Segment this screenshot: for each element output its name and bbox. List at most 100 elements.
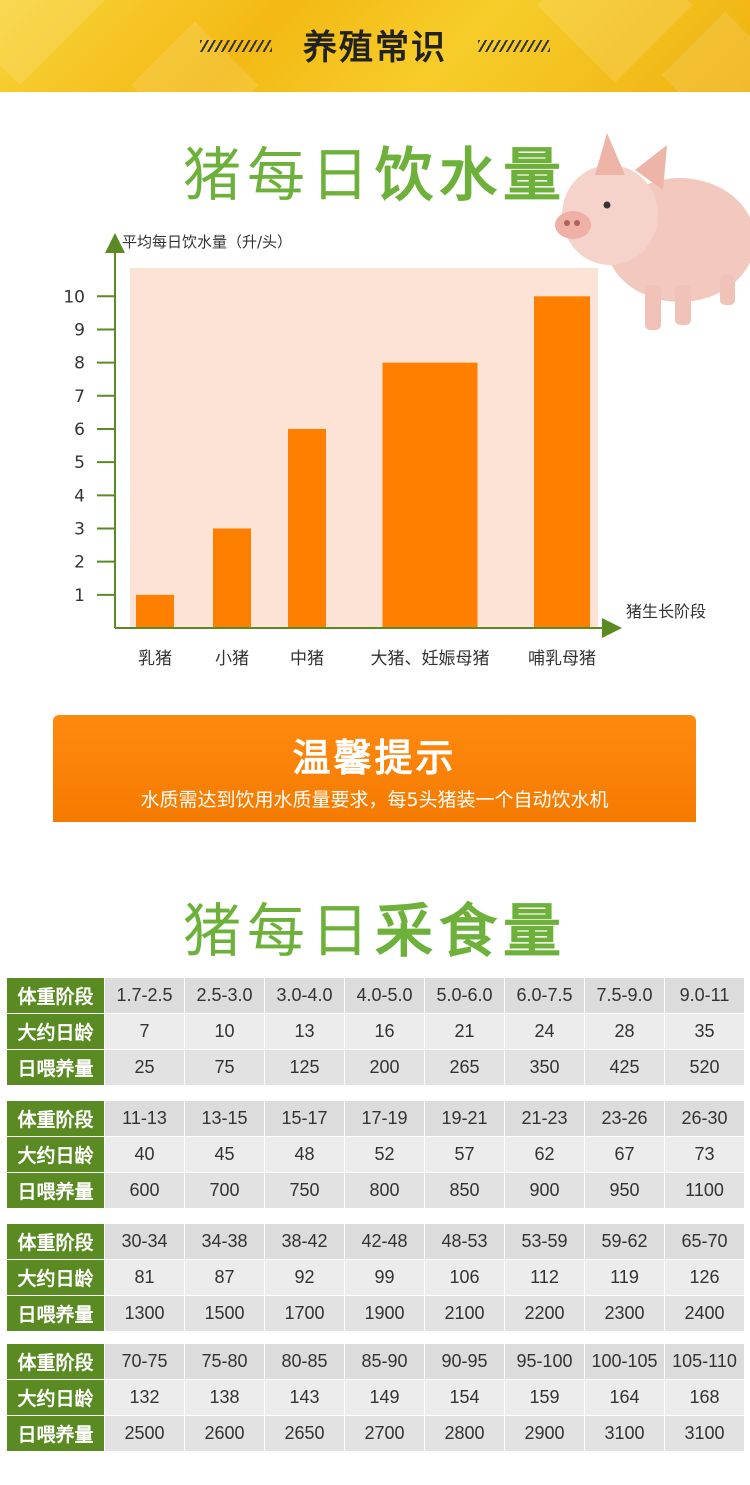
table-cell: 90-95 — [424, 1344, 504, 1380]
table-cell: 143 — [264, 1380, 344, 1416]
table-cell: 2100 — [424, 1296, 504, 1332]
bar-2 — [288, 428, 326, 628]
weight-row: 体重阶段 11-13 13-15 15-17 17-19 19-21 21-23 23-26 2… — [7, 1101, 744, 1137]
x-axis-label: 猪生长阶段 — [626, 602, 706, 621]
table-cell: 73 — [664, 1137, 744, 1173]
table-cell: 168 — [664, 1380, 744, 1416]
table-cell: 99 — [344, 1260, 424, 1296]
table-cell: 9.0-11 — [664, 978, 744, 1014]
table-cell: 53-59 — [504, 1224, 584, 1260]
table-cell: 112 — [504, 1260, 584, 1296]
table-cell: 59-62 — [584, 1224, 664, 1260]
table-cell: 1500 — [184, 1296, 264, 1332]
bar-4 — [534, 296, 590, 628]
water-bar-chart: 1 2 3 4 5 6 7 8 9 10 乳猪 小猪 中猪 大猪、妊娠母猪 哺乳母猪 平均每日饮水量（升/… — [63, 233, 706, 669]
table-cell: 25 — [104, 1050, 184, 1086]
row-header: 体重阶段 — [7, 978, 104, 1014]
table-cell: 3100 — [584, 1416, 664, 1452]
stripe-decoration-right — [478, 40, 550, 52]
table-cell: 1.7-2.5 — [104, 978, 184, 1014]
table-cell: 200 — [344, 1050, 424, 1086]
table-cell: 80-85 — [264, 1344, 344, 1380]
table-cell: 95-100 — [504, 1344, 584, 1380]
banner-title: 养殖常识 — [303, 28, 447, 68]
tip-box: 温馨提示 水质需达到饮用水质量要求，每5头猪装一个自动饮水机 — [53, 715, 696, 822]
table-cell: 13-15 — [184, 1101, 264, 1137]
water-title-part2: 饮水量 — [375, 141, 568, 209]
y-tick-label: 7 — [74, 387, 85, 407]
table-cell: 950 — [584, 1173, 664, 1209]
table-cell: 26-30 — [664, 1101, 744, 1137]
table-cell: 1300 — [104, 1296, 184, 1332]
table-cell: 17-19 — [344, 1101, 424, 1137]
table-cell: 2800 — [424, 1416, 504, 1452]
pig-illustration — [555, 133, 750, 330]
table-cell: 1900 — [344, 1296, 424, 1332]
bar-0 — [136, 594, 174, 628]
water-title-part1: 猪每日 — [182, 141, 375, 209]
table-cell: 67 — [584, 1137, 664, 1173]
table-cell: 6.0-7.5 — [504, 978, 584, 1014]
table-cell: 24 — [504, 1014, 584, 1050]
y-tick-label: 3 — [74, 519, 85, 539]
row-header: 日喂养量 — [7, 1296, 104, 1332]
table-cell: 75 — [184, 1050, 264, 1086]
feed-title-part2: 采食量 — [375, 897, 568, 965]
table-cell: 48-53 — [424, 1224, 504, 1260]
table-cell: 75-80 — [184, 1344, 264, 1380]
table-cell: 57 — [424, 1137, 504, 1173]
table-cell: 126 — [664, 1260, 744, 1296]
table-cell: 800 — [344, 1173, 424, 1209]
table-cell: 7.5-9.0 — [584, 978, 664, 1014]
row-header: 日喂养量 — [7, 1050, 104, 1086]
table-cell: 2200 — [504, 1296, 584, 1332]
table-cell: 265 — [424, 1050, 504, 1086]
plot-background — [130, 268, 598, 628]
table-cell: 52 — [344, 1137, 424, 1173]
y-tick-label: 5 — [74, 453, 85, 473]
row-header: 大约日龄 — [7, 1380, 104, 1416]
table-cell: 34-38 — [184, 1224, 264, 1260]
y-tick-label: 2 — [74, 553, 85, 573]
weight-row: 体重阶段 1.7-2.5 2.5-3.0 3.0-4.0 4.0-5.0 5.0-6.0 6… — [7, 978, 744, 1014]
x-category-label: 中猪 — [290, 649, 324, 669]
table-cell: 19-21 — [424, 1101, 504, 1137]
table-cell: 42-48 — [344, 1224, 424, 1260]
table-cell: 100-105 — [584, 1344, 664, 1380]
table-cell: 2650 — [264, 1416, 344, 1452]
table-cell: 132 — [104, 1380, 184, 1416]
table-cell: 2600 — [184, 1416, 264, 1452]
table-cell: 425 — [584, 1050, 664, 1086]
table-cell: 119 — [584, 1260, 664, 1296]
table-cell: 2500 — [104, 1416, 184, 1452]
table-cell: 38-42 — [264, 1224, 344, 1260]
table-cell: 600 — [104, 1173, 184, 1209]
weight-row: 体重阶段 70-75 75-80 80-85 85-90 90-95 95-100 100-1… — [7, 1344, 744, 1380]
feed-row: 日喂养量 2500 2600 2650 2700 2800 2900 3100 3100 — [7, 1416, 744, 1452]
table-cell: 900 — [504, 1173, 584, 1209]
table-group: 体重阶段 70-75 75-80 80-85 85-90 90-95 95-100 100-1… — [7, 1344, 744, 1452]
table-cell: 520 — [664, 1050, 744, 1086]
table-group: 体重阶段 1.7-2.5 2.5-3.0 3.0-4.0 4.0-5.0 5.0-6.0 6… — [7, 978, 744, 1086]
table-cell: 45 — [184, 1137, 264, 1173]
table-cell: 350 — [504, 1050, 584, 1086]
table-cell: 28 — [584, 1014, 664, 1050]
age-row: 大约日龄 81 87 92 99 106 112 119 126 — [7, 1260, 744, 1296]
table-cell: 700 — [184, 1173, 264, 1209]
x-category-label: 哺乳母猪 — [528, 649, 596, 669]
y-tick-label: 9 — [74, 320, 85, 340]
age-row: 大约日龄 132 138 143 149 154 159 164 168 — [7, 1380, 744, 1416]
table-cell: 105-110 — [664, 1344, 744, 1380]
age-row: 大约日龄 40 45 48 52 57 62 67 73 — [7, 1137, 744, 1173]
table-group: 体重阶段 30-34 34-38 38-42 42-48 48-53 53-59 59-62 6… — [7, 1224, 744, 1332]
table-cell: 21 — [424, 1014, 504, 1050]
table-cell: 159 — [504, 1380, 584, 1416]
y-tick-label: 4 — [74, 486, 85, 506]
feed-row: 日喂养量 1300 1500 1700 1900 2100 2200 2300 2400 — [7, 1296, 744, 1332]
y-tick-label: 10 — [63, 287, 85, 307]
feed-row: 日喂养量 25 75 125 200 265 350 425 520 — [7, 1050, 744, 1086]
row-header: 大约日龄 — [7, 1137, 104, 1173]
table-cell: 21-23 — [504, 1101, 584, 1137]
table-cell: 125 — [264, 1050, 344, 1086]
table-group: 体重阶段 11-13 13-15 15-17 17-19 19-21 21-23 23-26 2… — [7, 1101, 744, 1209]
